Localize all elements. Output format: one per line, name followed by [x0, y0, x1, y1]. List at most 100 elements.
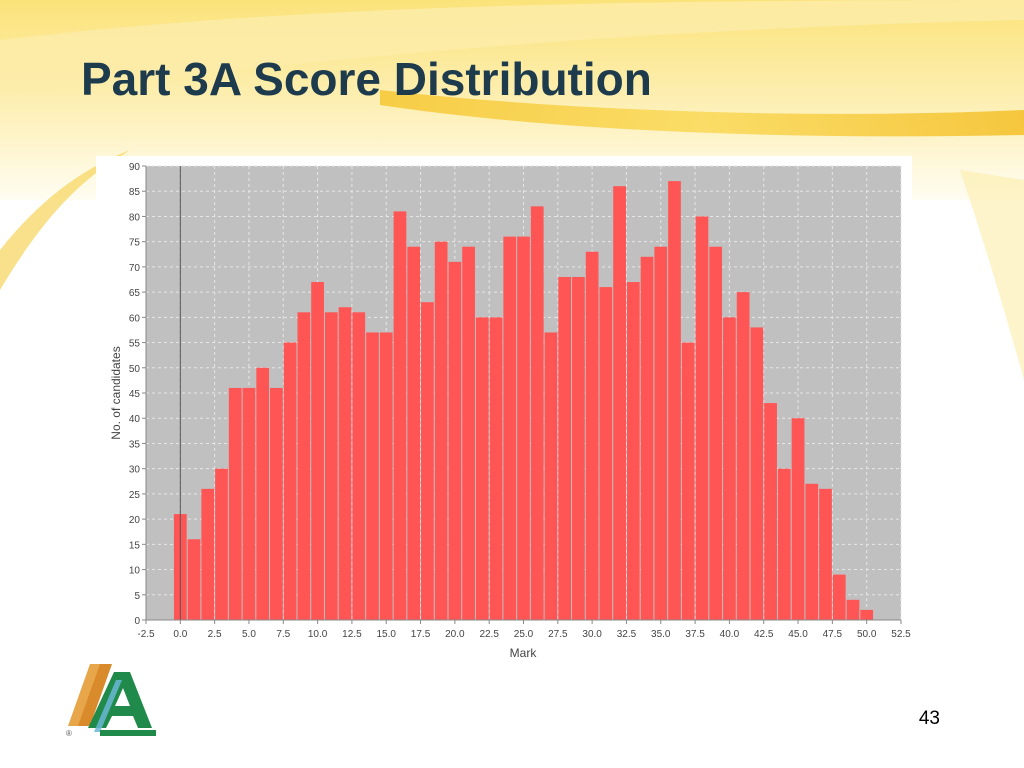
x-tick-label: 12.5	[342, 629, 362, 640]
x-tick-label: 22.5	[479, 629, 499, 640]
x-tick-label: 40.0	[720, 629, 740, 640]
histogram-bar	[297, 312, 311, 620]
histogram-bar	[421, 302, 434, 620]
histogram-bar	[819, 488, 832, 620]
histogram-bar	[860, 609, 874, 620]
histogram-bar	[640, 256, 654, 620]
x-tick-label: 27.5	[548, 629, 568, 640]
page-number: 43	[918, 708, 940, 729]
histogram-bar	[626, 282, 640, 620]
x-tick-label: 20.0	[445, 629, 465, 640]
histogram-bar	[544, 332, 558, 620]
x-tick-label: 15.0	[376, 629, 396, 640]
y-axis-label: No. of candidates	[109, 346, 123, 439]
histogram-bar	[530, 206, 544, 620]
y-tick-label: 60	[129, 313, 141, 324]
histogram-bar	[695, 216, 709, 620]
histogram-bar	[654, 246, 668, 620]
histogram-bar	[585, 251, 599, 620]
bar-series	[173, 181, 874, 620]
y-tick-label: 80	[129, 212, 141, 223]
histogram-bar	[846, 599, 860, 620]
y-tick-label: 5	[134, 591, 140, 602]
y-tick-label: 15	[129, 540, 141, 551]
histogram-bar	[434, 241, 448, 620]
histogram-bar	[393, 211, 407, 620]
x-tick-label: 47.5	[823, 629, 843, 640]
x-tick-label: 7.5	[276, 629, 290, 640]
y-tick-label: 20	[129, 515, 141, 526]
y-tick-label: 45	[129, 389, 141, 400]
histogram-bar	[764, 403, 777, 620]
y-tick-label: 55	[129, 339, 141, 350]
histogram-bar	[517, 236, 530, 620]
y-tick-label: 30	[129, 465, 141, 476]
histogram-bar	[366, 332, 379, 620]
histogram-bar	[572, 276, 585, 620]
svg-text:®: ®	[66, 729, 72, 738]
x-tick-label: 45.0	[788, 629, 808, 640]
x-tick-label: 10.0	[308, 629, 328, 640]
y-tick-label: 0	[134, 616, 140, 627]
histogram-bar	[832, 574, 846, 620]
y-tick-label: 75	[129, 238, 141, 249]
x-tick-label: 32.5	[617, 629, 637, 640]
x-tick-label: 35.0	[651, 629, 671, 640]
histogram-chart: 0 5 10 15 20 25 30 35 40 45 50 55 60 65 70 75 80 85 90 -2.…	[109, 162, 911, 660]
y-tick-label: 70	[129, 263, 141, 274]
histogram-bar	[270, 387, 283, 620]
histogram-bar	[338, 307, 352, 620]
x-tick-label: 0.0	[173, 629, 187, 640]
x-tick-label: 37.5	[685, 629, 705, 640]
x-tick-label: 52.5	[891, 629, 911, 640]
y-axis-ticks: 0 5 10 15 20 25 30 35 40 45 50 55 60 65 70 75 80 85 90	[129, 162, 146, 627]
y-tick-label: 10	[129, 566, 141, 577]
histogram-bar	[201, 488, 215, 620]
histogram-bar	[324, 312, 338, 620]
histogram-bar	[805, 483, 819, 620]
slide-title: Part 3A Score Distribution	[81, 53, 652, 105]
histogram-bar	[462, 246, 475, 620]
histogram-bar	[750, 327, 764, 620]
histogram-bar	[736, 292, 750, 620]
histogram-bar	[379, 332, 393, 620]
x-tick-label: 17.5	[411, 629, 431, 640]
histogram-bar	[283, 342, 297, 620]
histogram-bar	[352, 312, 366, 620]
x-axis-ticks: -2.5 0.0 2.5 5.0 7.5 10.0 12.5 15.0 17.5 20.0 22.5…	[137, 620, 911, 640]
y-tick-label: 65	[129, 288, 141, 299]
x-tick-label: 50.0	[857, 629, 877, 640]
histogram-bar	[187, 539, 201, 620]
x-tick-label: 2.5	[208, 629, 222, 640]
x-tick-label: 25.0	[514, 629, 534, 640]
histogram-bar	[791, 418, 805, 620]
y-tick-label: 85	[129, 187, 141, 198]
chart-panel: 0 5 10 15 20 25 30 35 40 45 50 55 60 65 70 75 80 85 90 -2.…	[96, 156, 912, 664]
x-tick-label: -2.5	[137, 629, 155, 640]
histogram-bar	[681, 342, 695, 620]
histogram-bar	[668, 181, 681, 620]
x-tick-label: 30.0	[582, 629, 602, 640]
histogram-bar	[311, 282, 324, 620]
aqa-style-logo-icon: ®	[66, 664, 156, 738]
histogram-bar	[723, 317, 736, 620]
histogram-bar	[448, 261, 462, 620]
histogram-bar	[256, 367, 270, 620]
histogram-bar	[503, 236, 517, 620]
histogram-bar	[475, 317, 489, 620]
y-tick-label: 40	[129, 414, 141, 425]
histogram-bar	[242, 387, 256, 620]
histogram-bar	[215, 468, 228, 620]
y-tick-label: 35	[129, 439, 141, 450]
histogram-bar	[558, 276, 572, 620]
histogram-bar	[599, 287, 613, 620]
y-tick-label: 90	[129, 162, 141, 173]
histogram-bar	[613, 186, 626, 620]
histogram-bar	[228, 387, 242, 620]
y-tick-label: 25	[129, 490, 141, 501]
x-tick-label: 42.5	[754, 629, 774, 640]
y-tick-label: 50	[129, 364, 141, 375]
histogram-bar	[709, 246, 723, 620]
histogram-bar	[407, 246, 421, 620]
histogram-bar	[489, 317, 503, 620]
